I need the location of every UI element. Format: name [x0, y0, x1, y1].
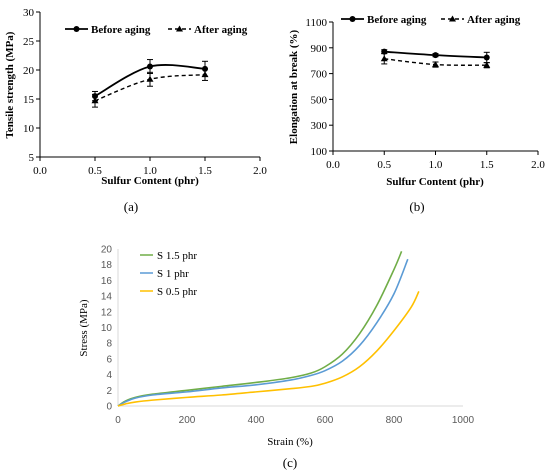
chart-b-x-tick-label: 0.5: [377, 159, 391, 171]
chart-b-y-tick-label: 700: [311, 69, 328, 81]
chart-b-y-tick-label: 100: [311, 146, 328, 158]
chart-b: 100 300 500 700 900 1100 0.0 0.5 1.0 1.5 2.0 Elong…: [288, 14, 545, 214]
chart-b-point: [483, 54, 490, 61]
chart-b-y-label: Elongation at break (%): [288, 29, 300, 144]
chart-b-y-tick-label: 900: [311, 43, 328, 55]
chart-c-y-tick-label: 4: [106, 370, 112, 381]
chart-c-y-tick-label: 20: [101, 245, 113, 256]
chart-a-point: [91, 97, 99, 104]
chart-a-legend-after-label: After aging: [194, 24, 248, 36]
chart-b-x-tick-label: 2.0: [531, 159, 545, 171]
chart-c-y-tick-label: 12: [101, 307, 113, 318]
chart-a: 5 10 15 20 25 30 0.0 0.5 1.0 1.5 2.0 Tensile stren…: [4, 7, 267, 214]
chart-a-panel-label: (a): [124, 199, 138, 214]
chart-b-x-label: Sulfur Content (phr): [386, 176, 484, 188]
chart-a-x-label: Sulfur Content (phr): [101, 175, 199, 187]
chart-b-legend-after-marker: [449, 15, 456, 22]
chart-c-legend: S 1.5 phr S 1 phr S 0.5 phr: [140, 250, 197, 298]
chart-a-x-tick-label: 1.5: [198, 165, 212, 177]
chart-a-y-tick-label: 10: [23, 123, 35, 135]
chart-c-series-line: [117, 258, 409, 407]
chart-a-y-tick-label: 20: [23, 65, 35, 77]
chart-c-legend-s1-label: S 1 phr: [157, 268, 189, 280]
chart-c-legend-s05-label: S 0.5 phr: [157, 286, 197, 298]
chart-a-y-tick-label: 30: [23, 7, 35, 19]
chart-c-x-tick-label: 600: [317, 415, 334, 426]
chart-b-x-tick-label: 1.0: [429, 159, 443, 171]
chart-a-point: [146, 75, 154, 82]
chart-c-x-tick-label: 400: [248, 415, 265, 426]
chart-b-y-tick-label: 500: [311, 94, 328, 106]
chart-a-y-tick-label: 15: [23, 94, 35, 106]
chart-a-x-tick-label: 0.0: [33, 165, 47, 177]
chart-b-legend-before-label: Before aging: [367, 14, 427, 26]
chart-c-y-tick-label: 6: [106, 354, 112, 365]
chart-a-x-tick-label: 2.0: [253, 165, 267, 177]
chart-c-y-tick-label: 0: [106, 402, 112, 413]
chart-a-legend-before-label: Before aging: [91, 24, 151, 36]
chart-c-y-tick-label: 14: [101, 292, 113, 303]
chart-a-point: [201, 71, 209, 78]
chart-a-legend-before-marker: [73, 26, 80, 32]
chart-b-point: [380, 55, 388, 62]
chart-c-x-tick-label: 0: [115, 415, 121, 426]
chart-c-x-tick-label: 200: [179, 415, 196, 426]
chart-c-y-label: Stress (MPa): [78, 299, 90, 356]
chart-c-y-tick-label: 16: [101, 276, 113, 287]
chart-a-y-label: Tensile strength (MPa): [4, 31, 16, 138]
chart-b-point: [432, 52, 439, 59]
chart-a-point: [147, 63, 153, 70]
chart-c-y-tick-label: 10: [101, 323, 113, 334]
chart-b-legend-after-label: After aging: [467, 14, 521, 26]
chart-a-legend-after-marker: [176, 25, 183, 32]
chart-a-x-tick-label: 0.5: [88, 165, 102, 177]
chart-c-x-tick-label: 800: [386, 415, 403, 426]
chart-b-panel-label: (b): [409, 199, 424, 214]
chart-a-y-tick-label: 25: [23, 36, 35, 48]
chart-c-panel-label: (c): [283, 455, 297, 470]
chart-c-legend-s15-label: S 1.5 phr: [157, 250, 197, 262]
chart-b-point: [432, 61, 439, 68]
chart-b-y-tick-label: 1100: [305, 17, 327, 29]
chart-c-x-tick-label: 1000: [452, 415, 475, 426]
chart-b-x-tick-label: 1.5: [480, 159, 494, 171]
chart-c-series-line: [117, 291, 420, 407]
chart-a-legend: Before aging After aging: [65, 24, 248, 36]
chart-b-point: [483, 61, 491, 68]
chart-c-y-tick-label: 2: [106, 386, 112, 397]
chart-b-x-tick-label: 0.0: [326, 159, 340, 171]
chart-c-x-label: Strain (%): [267, 436, 313, 448]
chart-a-y-tick-label: 5: [29, 152, 35, 164]
chart-a-x-tick-label: 1.0: [143, 165, 157, 177]
chart-b-legend-before-marker: [349, 16, 356, 22]
chart-c-y-tick-label: 18: [101, 260, 113, 271]
chart-b-y-tick-label: 300: [311, 120, 328, 132]
chart-b-legend: Before aging After aging: [341, 14, 521, 26]
chart-c-y-tick-label: 8: [106, 339, 112, 350]
